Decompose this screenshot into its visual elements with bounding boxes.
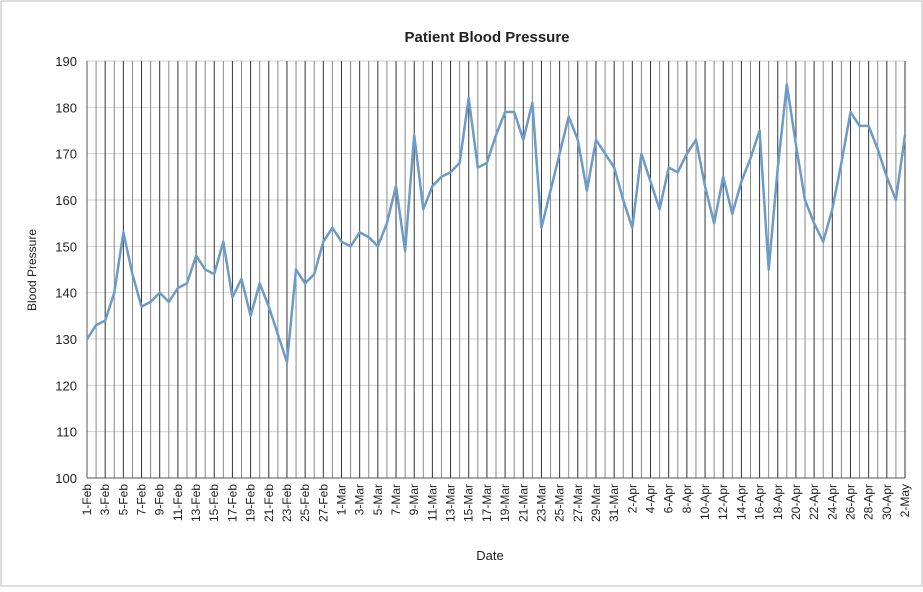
x-tick-label: 6-Apr	[662, 484, 676, 513]
x-tick-label: 13-Mar	[444, 484, 458, 522]
x-tick-label: 28-Apr	[862, 484, 876, 520]
x-tick-label: 20-Apr	[789, 484, 803, 520]
x-tick-label: 2-Apr	[625, 484, 639, 513]
x-tick-label: 27-Feb	[316, 484, 330, 522]
x-tick-label: 5-Mar	[371, 484, 385, 515]
x-tick-label: 23-Feb	[280, 484, 294, 522]
x-tick-label: 8-Apr	[680, 484, 694, 513]
x-tick-label: 19-Mar	[498, 484, 512, 522]
x-tick-label: 26-Apr	[843, 484, 857, 520]
x-tick-label: 22-Apr	[807, 484, 821, 520]
x-axis-label: Date	[476, 548, 503, 563]
x-tick-label: 29-Mar	[589, 484, 603, 522]
x-tick-label: 30-Apr	[880, 484, 894, 520]
x-tick-label: 4-Apr	[644, 484, 658, 513]
y-tick-label: 170	[55, 147, 77, 162]
x-tick-label: 11-Mar	[425, 484, 439, 521]
x-tick-label: 27-Mar	[571, 484, 585, 522]
x-tick-label: 3-Mar	[353, 484, 367, 515]
y-tick-label: 130	[55, 332, 77, 347]
x-tick-label: 23-Mar	[534, 484, 548, 522]
x-tick-label: 25-Mar	[553, 484, 567, 522]
x-tick-label: 15-Feb	[207, 484, 221, 522]
x-tick-label: 7-Feb	[135, 484, 149, 516]
x-tick-label: 15-Mar	[462, 484, 476, 522]
x-tick-label: 17-Mar	[480, 484, 494, 522]
x-tick-label: 10-Apr	[698, 484, 712, 520]
y-axis-label: Blood Pressure	[25, 229, 39, 311]
data-line	[85, 82, 907, 364]
x-tick-label: 11-Feb	[171, 484, 185, 521]
x-tick-label: 13-Feb	[189, 484, 203, 522]
y-tick-label: 110	[56, 425, 77, 440]
y-tick-label: 100	[55, 471, 77, 486]
y-tick-label: 150	[55, 239, 77, 254]
x-tick-label: 16-Apr	[753, 484, 767, 520]
x-tick-label: 25-Feb	[298, 484, 312, 522]
x-tick-label: 5-Feb	[116, 484, 130, 516]
x-tick-label: 31-Mar	[607, 484, 621, 522]
x-tick-label: 12-Apr	[716, 484, 730, 520]
chart-title: Patient Blood Pressure	[404, 29, 569, 46]
x-tick-label: 7-Mar	[389, 484, 403, 515]
y-tick-label: 190	[55, 54, 77, 69]
x-tick-label: 9-Feb	[153, 484, 167, 516]
y-tick-label: 160	[55, 193, 77, 208]
x-tick-label: 21-Mar	[516, 484, 530, 522]
x-tick-label: 18-Apr	[771, 484, 785, 520]
x-tick-label: 1-Feb	[80, 484, 94, 516]
y-tick-label: 180	[55, 100, 77, 115]
x-tick-label: 19-Feb	[244, 484, 258, 522]
x-tick-label: 17-Feb	[225, 484, 239, 522]
x-tick-label: 14-Apr	[734, 484, 748, 520]
x-tick-label: 9-Mar	[407, 484, 421, 515]
x-tick-label: 24-Apr	[825, 484, 839, 520]
x-tick-label: 3-Feb	[98, 484, 112, 516]
y-tick-label: 140	[55, 286, 77, 301]
y-tick-label: 120	[55, 378, 77, 393]
x-tick-label: 21-Feb	[262, 484, 276, 522]
x-tick-label: 1-Mar	[334, 484, 348, 515]
x-tick-label: 2-May	[898, 484, 912, 517]
